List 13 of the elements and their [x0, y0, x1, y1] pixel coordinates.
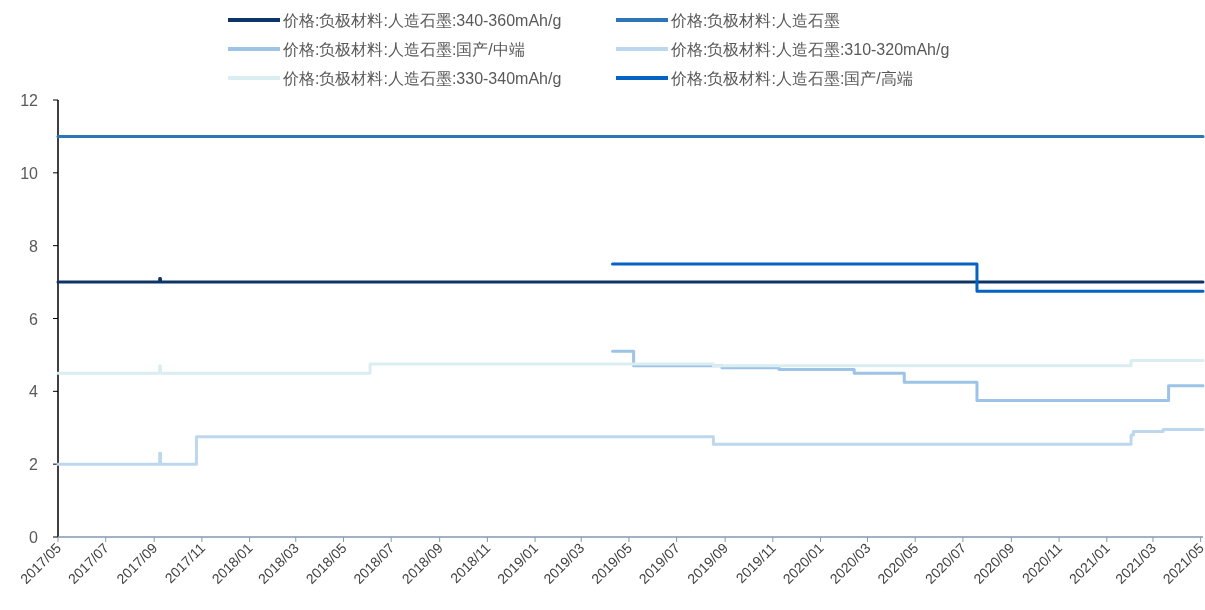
y-tick-label: 12 — [20, 92, 39, 109]
y-tick-label: 0 — [29, 529, 39, 546]
legend-label: 价格:负极材料:人造石墨:340-360mAh/g — [282, 12, 562, 29]
legend-label: 价格:负极材料:人造石墨:330-340mAh/g — [282, 70, 562, 87]
legend-label: 价格:负极材料:人造石墨 — [670, 12, 840, 29]
legend-label: 价格:负极材料:人造石墨:国产/高端 — [670, 70, 913, 87]
legend-label: 价格:负极材料:人造石墨:310-320mAh/g — [670, 41, 950, 58]
legend-label: 价格:负极材料:人造石墨:国产/中端 — [282, 41, 525, 58]
y-tick-label: 4 — [29, 383, 39, 401]
y-tick-label: 2 — [29, 456, 39, 474]
y-tick-label: 8 — [29, 237, 39, 255]
y-tick-label: 10 — [20, 164, 39, 182]
y-tick-label: 6 — [29, 310, 39, 328]
